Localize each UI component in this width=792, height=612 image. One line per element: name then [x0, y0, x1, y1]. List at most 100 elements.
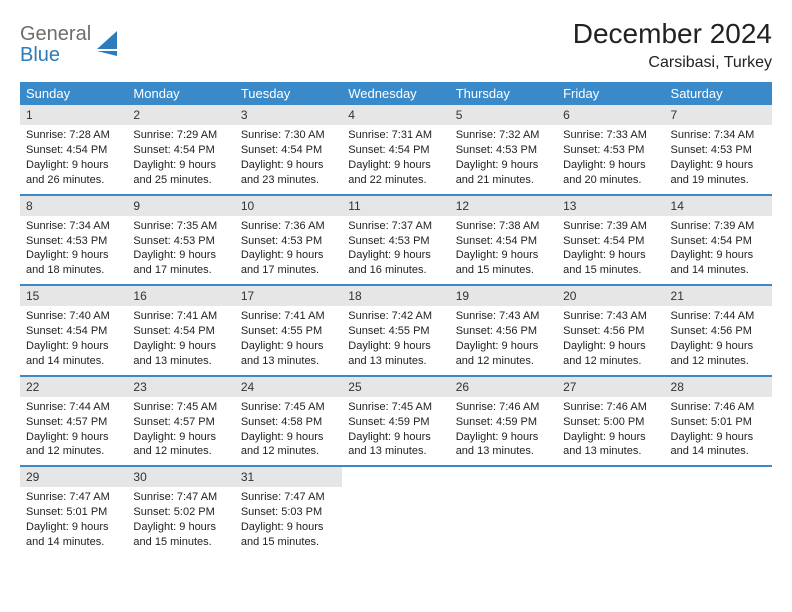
day-number: 18 [342, 286, 449, 306]
day-number: 2 [127, 105, 234, 125]
daylight-line1: Daylight: 9 hours [26, 520, 121, 535]
daylight-line2: and 15 minutes. [563, 263, 658, 278]
sunset-text: Sunset: 4:59 PM [348, 415, 443, 430]
daylight-line1: Daylight: 9 hours [671, 430, 766, 445]
daylight-line1: Daylight: 9 hours [241, 248, 336, 263]
sunrise-text: Sunrise: 7:46 AM [456, 400, 551, 415]
calendar-day-cell: 10Sunrise: 7:36 AMSunset: 4:53 PMDayligh… [235, 195, 342, 286]
day-number: 11 [342, 196, 449, 216]
daylight-line1: Daylight: 9 hours [26, 430, 121, 445]
daylight-line1: Daylight: 9 hours [26, 248, 121, 263]
day-number: 22 [20, 377, 127, 397]
daylight-line1: Daylight: 9 hours [241, 339, 336, 354]
sunrise-text: Sunrise: 7:43 AM [563, 309, 658, 324]
sunset-text: Sunset: 4:53 PM [133, 234, 228, 249]
daylight-line1: Daylight: 9 hours [456, 430, 551, 445]
day-number: 30 [127, 467, 234, 487]
sunset-text: Sunset: 4:57 PM [133, 415, 228, 430]
day-number: 8 [20, 196, 127, 216]
location-label: Carsibasi, Turkey [573, 54, 772, 72]
daylight-line2: and 13 minutes. [348, 354, 443, 369]
sunrise-text: Sunrise: 7:39 AM [671, 219, 766, 234]
daylight-line2: and 15 minutes. [241, 535, 336, 550]
daylight-line1: Daylight: 9 hours [241, 430, 336, 445]
daylight-line2: and 12 minutes. [241, 444, 336, 459]
daylight-line1: Daylight: 9 hours [26, 158, 121, 173]
daylight-line2: and 14 minutes. [26, 535, 121, 550]
day-number: 28 [665, 377, 772, 397]
sunset-text: Sunset: 5:02 PM [133, 505, 228, 520]
sunset-text: Sunset: 4:59 PM [456, 415, 551, 430]
calendar-day-cell: 9Sunrise: 7:35 AMSunset: 4:53 PMDaylight… [127, 195, 234, 286]
calendar-day-cell: 25Sunrise: 7:45 AMSunset: 4:59 PMDayligh… [342, 376, 449, 467]
weekday-header: Wednesday [342, 82, 449, 105]
sunset-text: Sunset: 4:54 PM [133, 143, 228, 158]
daylight-line1: Daylight: 9 hours [348, 339, 443, 354]
day-number: 5 [450, 105, 557, 125]
daylight-line1: Daylight: 9 hours [563, 158, 658, 173]
sunrise-text: Sunrise: 7:28 AM [26, 128, 121, 143]
daylight-line2: and 12 minutes. [563, 354, 658, 369]
brand-logo: General Blue [20, 18, 121, 66]
sunrise-text: Sunrise: 7:44 AM [671, 309, 766, 324]
sunset-text: Sunset: 4:54 PM [26, 324, 121, 339]
daylight-line2: and 21 minutes. [456, 173, 551, 188]
daylight-line2: and 17 minutes. [133, 263, 228, 278]
calendar-week-row: 8Sunrise: 7:34 AMSunset: 4:53 PMDaylight… [20, 195, 772, 286]
sunset-text: Sunset: 4:53 PM [671, 143, 766, 158]
sunrise-text: Sunrise: 7:45 AM [348, 400, 443, 415]
calendar-day-cell: 7Sunrise: 7:34 AMSunset: 4:53 PMDaylight… [665, 105, 772, 195]
calendar-week-row: 15Sunrise: 7:40 AMSunset: 4:54 PMDayligh… [20, 285, 772, 376]
sunrise-text: Sunrise: 7:42 AM [348, 309, 443, 324]
daylight-line2: and 13 minutes. [348, 444, 443, 459]
daylight-line2: and 12 minutes. [671, 354, 766, 369]
sunrise-text: Sunrise: 7:45 AM [241, 400, 336, 415]
daylight-line2: and 18 minutes. [26, 263, 121, 278]
weekday-header: Saturday [665, 82, 772, 105]
calendar-day-cell: 22Sunrise: 7:44 AMSunset: 4:57 PMDayligh… [20, 376, 127, 467]
sunset-text: Sunset: 4:53 PM [348, 234, 443, 249]
daylight-line2: and 13 minutes. [241, 354, 336, 369]
day-number: 24 [235, 377, 342, 397]
calendar-day-cell: 5Sunrise: 7:32 AMSunset: 4:53 PMDaylight… [450, 105, 557, 195]
calendar-day-cell: 12Sunrise: 7:38 AMSunset: 4:54 PMDayligh… [450, 195, 557, 286]
sunset-text: Sunset: 5:01 PM [26, 505, 121, 520]
day-number: 26 [450, 377, 557, 397]
calendar-day-cell: 15Sunrise: 7:40 AMSunset: 4:54 PMDayligh… [20, 285, 127, 376]
daylight-line2: and 13 minutes. [456, 444, 551, 459]
calendar-day-cell: 27Sunrise: 7:46 AMSunset: 5:00 PMDayligh… [557, 376, 664, 467]
sunset-text: Sunset: 4:56 PM [563, 324, 658, 339]
calendar-day-cell: 6Sunrise: 7:33 AMSunset: 4:53 PMDaylight… [557, 105, 664, 195]
day-number: 31 [235, 467, 342, 487]
calendar-day-cell: 31Sunrise: 7:47 AMSunset: 5:03 PMDayligh… [235, 466, 342, 556]
daylight-line1: Daylight: 9 hours [348, 430, 443, 445]
daylight-line1: Daylight: 9 hours [563, 248, 658, 263]
title-block: December 2024 Carsibasi, Turkey [573, 18, 772, 72]
sunrise-text: Sunrise: 7:30 AM [241, 128, 336, 143]
calendar-day-cell: 23Sunrise: 7:45 AMSunset: 4:57 PMDayligh… [127, 376, 234, 467]
day-number: 17 [235, 286, 342, 306]
daylight-line2: and 14 minutes. [26, 354, 121, 369]
sunset-text: Sunset: 4:53 PM [241, 234, 336, 249]
sunset-text: Sunset: 4:53 PM [26, 234, 121, 249]
day-number: 27 [557, 377, 664, 397]
daylight-line2: and 12 minutes. [456, 354, 551, 369]
daylight-line1: Daylight: 9 hours [241, 520, 336, 535]
calendar-day-cell: 29Sunrise: 7:47 AMSunset: 5:01 PMDayligh… [20, 466, 127, 556]
daylight-line2: and 14 minutes. [671, 263, 766, 278]
sunset-text: Sunset: 5:00 PM [563, 415, 658, 430]
calendar-week-row: 22Sunrise: 7:44 AMSunset: 4:57 PMDayligh… [20, 376, 772, 467]
day-number: 23 [127, 377, 234, 397]
sunrise-text: Sunrise: 7:37 AM [348, 219, 443, 234]
day-number: 9 [127, 196, 234, 216]
sunrise-text: Sunrise: 7:40 AM [26, 309, 121, 324]
daylight-line1: Daylight: 9 hours [671, 158, 766, 173]
day-number: 3 [235, 105, 342, 125]
calendar-day-cell: 8Sunrise: 7:34 AMSunset: 4:53 PMDaylight… [20, 195, 127, 286]
weekday-header: Friday [557, 82, 664, 105]
daylight-line1: Daylight: 9 hours [348, 248, 443, 263]
sunrise-text: Sunrise: 7:39 AM [563, 219, 658, 234]
daylight-line2: and 20 minutes. [563, 173, 658, 188]
sunrise-text: Sunrise: 7:41 AM [241, 309, 336, 324]
weekday-header: Tuesday [235, 82, 342, 105]
